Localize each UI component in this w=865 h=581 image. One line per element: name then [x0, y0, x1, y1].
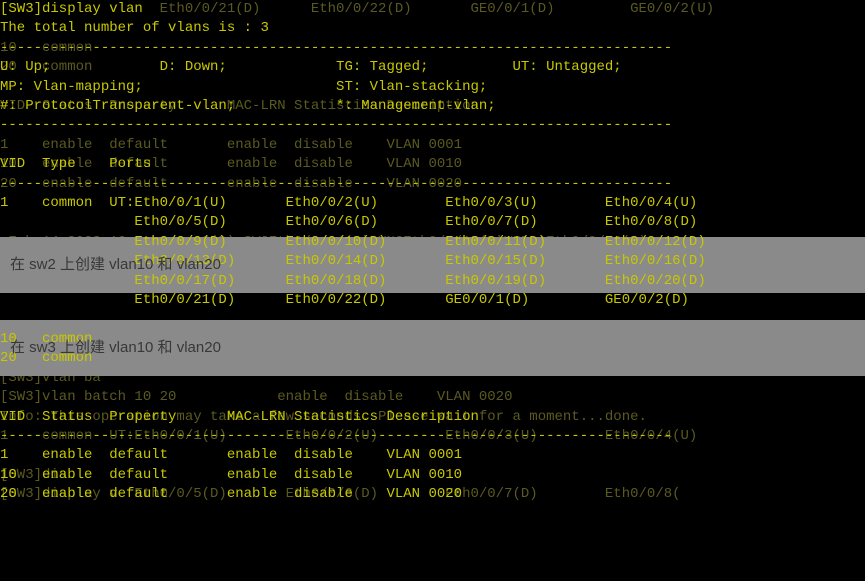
ports-row: 1 common UT:Eth0/0/1(U) Eth0/0/2(U) Eth0… [0, 195, 697, 211]
status-row: 20 enable default enable disable VLAN 00… [0, 486, 462, 502]
ports-header: VID Type Ports [0, 156, 151, 172]
legend-row: U: Up; D: Down; TG: Tagged; UT: Untagged… [0, 59, 622, 75]
legend-row: #: ProtocolTransparent-vlan; *: Manageme… [0, 98, 496, 114]
status-row: 1 enable default enable disable VLAN 000… [0, 447, 462, 463]
annotation-sw3: 在 sw3 上创建 vlan10 和 vlan20 [0, 320, 865, 376]
annotation-sw2: 在 sw2 上创建 vlan10 和 vlan20 [0, 237, 865, 293]
separator: ----------------------------------------… [0, 428, 672, 444]
blank-line [0, 389, 8, 405]
status-header: VID Status Property MAC-LRN Statistics D… [0, 409, 479, 425]
ports-row: Eth0/0/21(D) Eth0/0/22(D) GE0/0/1(D) GE0… [0, 292, 689, 308]
ports-row: Eth0/0/5(D) Eth0/0/6(D) Eth0/0/7(D) Eth0… [0, 214, 697, 230]
separator: ----------------------------------------… [0, 176, 672, 192]
separator: ----------------------------------------… [0, 40, 672, 56]
legend-row: MP: Vlan-mapping; ST: Vlan-stacking; [0, 79, 487, 95]
status-row: 10 enable default enable disable VLAN 00… [0, 467, 462, 483]
blank-line [0, 137, 8, 153]
command-line: [SW3]display vlan [0, 1, 143, 17]
total-vlans: The total number of vlans is : 3 [0, 20, 269, 36]
separator: ----------------------------------------… [0, 117, 672, 133]
